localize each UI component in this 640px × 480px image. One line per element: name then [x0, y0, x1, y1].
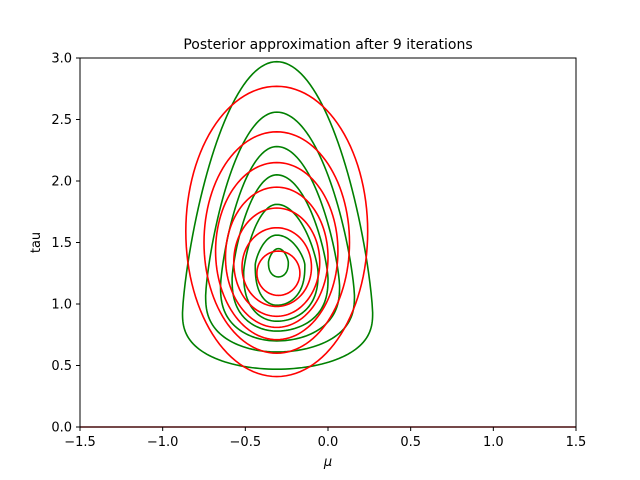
contour-line-2-7 [256, 250, 301, 297]
contour-layer [181, 60, 374, 378]
contour-series-2 [185, 85, 369, 378]
y-tick-label: 2.0 [51, 175, 72, 190]
y-tick-label: 3.0 [51, 52, 72, 67]
y-tick-label: 0.0 [51, 421, 72, 436]
x-tick-label: 1.0 [483, 435, 504, 450]
contour-line-1-2 [204, 111, 356, 353]
x-tick-label: −0.5 [230, 435, 262, 450]
chart-title: Posterior approximation after 9 iteratio… [183, 37, 472, 53]
x-tick-label: −1.0 [147, 435, 179, 450]
contour-line-2-6 [241, 226, 313, 308]
y-tick-label: 1.0 [51, 298, 72, 313]
y-tick-label: 2.5 [51, 113, 72, 128]
contour-line-1-1 [181, 60, 374, 370]
contour-line-2-5 [232, 207, 321, 318]
y-axis-label: tau [29, 232, 44, 253]
contour-line-2-4 [224, 186, 329, 329]
x-axis-label: μ [323, 455, 332, 470]
y-axis: 0.0 0.5 1.0 1.5 2.0 2.5 3.0 [51, 52, 80, 436]
y-tick-label: 0.5 [51, 359, 72, 374]
y-tick-label: 1.5 [51, 236, 72, 251]
contour-line-2-1 [185, 85, 369, 378]
contour-line-1-4 [231, 174, 329, 332]
x-tick-label: 1.5 [566, 435, 587, 450]
contour-line-2-3 [214, 161, 339, 341]
x-tick-label: 0.5 [400, 435, 421, 450]
contour-line-1-7 [267, 247, 290, 278]
contour-line-2-2 [203, 130, 351, 355]
x-tick-label: −1.5 [64, 435, 96, 450]
x-tick-label: 0.0 [318, 435, 339, 450]
contour-line-1-6 [254, 234, 306, 307]
x-axis: −1.5 −1.0 −0.5 0.0 0.5 1.0 1.5 [64, 427, 586, 450]
